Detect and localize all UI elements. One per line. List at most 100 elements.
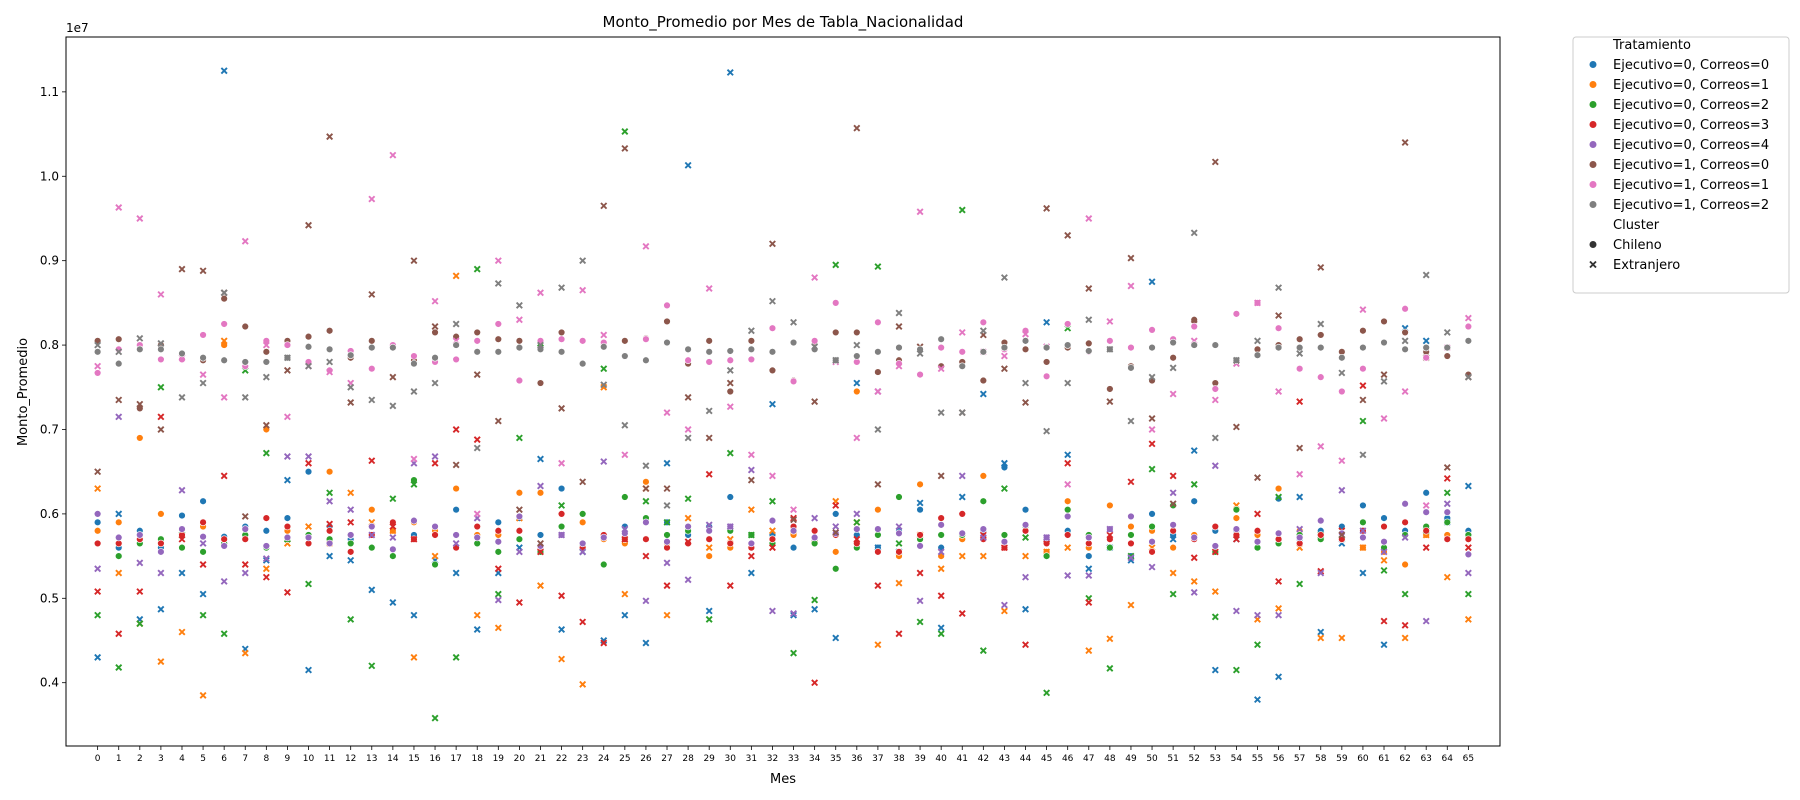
data-point-chileno bbox=[979, 318, 988, 326]
data-point-extranjero bbox=[1401, 388, 1409, 395]
data-point-extranjero bbox=[220, 577, 228, 585]
data-point-extranjero bbox=[1211, 588, 1219, 596]
data-point-extranjero bbox=[1211, 396, 1219, 404]
data-point-extranjero bbox=[1401, 337, 1409, 345]
data-point-extranjero bbox=[537, 548, 544, 556]
data-point-extranjero bbox=[1464, 590, 1472, 598]
data-point-extranjero bbox=[1317, 320, 1325, 328]
data-point-extranjero bbox=[726, 449, 734, 457]
data-point-extranjero bbox=[1380, 377, 1388, 385]
data-point-chileno bbox=[1021, 521, 1030, 529]
data-point-chileno bbox=[768, 366, 777, 375]
data-point-extranjero bbox=[832, 528, 840, 536]
data-point-extranjero bbox=[1317, 567, 1325, 575]
data-point-extranjero bbox=[1043, 534, 1051, 541]
data-point-chileno bbox=[157, 539, 165, 548]
data-point-chileno bbox=[832, 565, 840, 573]
data-point-chileno bbox=[1169, 501, 1177, 510]
data-point-extranjero bbox=[832, 634, 840, 642]
data-point-chileno bbox=[832, 548, 840, 556]
data-point-extranjero bbox=[1106, 398, 1114, 406]
data-point-extranjero bbox=[1464, 569, 1472, 577]
series-2 bbox=[93, 128, 1473, 722]
legend-marker bbox=[1588, 100, 1598, 109]
data-point-extranjero bbox=[1275, 611, 1283, 619]
data-point-chileno bbox=[578, 539, 587, 548]
data-point-chileno bbox=[115, 533, 123, 542]
data-point-chileno bbox=[810, 527, 819, 535]
data-point-extranjero bbox=[94, 588, 102, 596]
data-point-extranjero bbox=[705, 470, 713, 478]
data-point-extranjero bbox=[1148, 465, 1156, 473]
data-point-chileno bbox=[1127, 364, 1135, 372]
data-point-extranjero bbox=[747, 552, 755, 560]
data-point-chileno bbox=[1169, 521, 1177, 529]
data-point-extranjero bbox=[326, 520, 334, 528]
data-point-chileno bbox=[1127, 512, 1135, 521]
legend-marker bbox=[1588, 200, 1598, 209]
data-point-chileno bbox=[178, 349, 186, 358]
series-1 bbox=[93, 272, 1473, 699]
data-point-extranjero bbox=[747, 569, 755, 577]
data-point-extranjero bbox=[431, 379, 439, 387]
data-point-extranjero bbox=[1211, 548, 1219, 556]
data-point-extranjero bbox=[1085, 285, 1093, 292]
data-point-extranjero bbox=[1127, 254, 1135, 262]
data-point-extranjero bbox=[473, 444, 481, 452]
data-point-extranjero bbox=[1169, 535, 1177, 543]
data-point-extranjero bbox=[1275, 577, 1283, 585]
x-tick-label: 15 bbox=[408, 754, 419, 764]
x-tick-label: 20 bbox=[514, 754, 526, 764]
data-point-extranjero bbox=[1422, 617, 1430, 625]
data-point-chileno bbox=[515, 535, 524, 543]
data-point-extranjero bbox=[1296, 493, 1304, 501]
data-point-chileno bbox=[1021, 505, 1030, 514]
data-point-extranjero bbox=[1043, 427, 1051, 435]
data-point-extranjero bbox=[895, 539, 903, 547]
data-point-extranjero bbox=[874, 388, 882, 395]
data-point-chileno bbox=[1380, 538, 1388, 546]
data-point-extranjero bbox=[768, 400, 776, 408]
data-point-extranjero bbox=[790, 318, 798, 326]
data-point-chileno bbox=[1148, 548, 1156, 556]
data-point-extranjero bbox=[262, 555, 270, 563]
data-point-chileno bbox=[494, 548, 503, 556]
data-point-chileno bbox=[600, 343, 608, 351]
x-tick-label: 53 bbox=[1210, 754, 1221, 764]
data-point-extranjero bbox=[1401, 534, 1409, 541]
x-tick-label: 28 bbox=[682, 754, 694, 764]
data-point-chileno bbox=[916, 480, 924, 489]
data-point-chileno bbox=[1211, 341, 1220, 349]
data-point-extranjero bbox=[1359, 451, 1367, 459]
data-point-extranjero bbox=[1211, 666, 1219, 674]
data-point-extranjero bbox=[1169, 364, 1177, 372]
data-point-chileno bbox=[958, 510, 966, 518]
data-point-extranjero bbox=[979, 647, 987, 655]
data-point-chileno bbox=[1148, 538, 1156, 546]
data-point-extranjero bbox=[452, 272, 460, 280]
data-point-extranjero bbox=[684, 495, 692, 503]
data-point-chileno bbox=[220, 294, 228, 303]
x-tick-label: 63 bbox=[1420, 754, 1431, 764]
data-point-extranjero bbox=[811, 596, 819, 604]
data-point-chileno bbox=[895, 493, 903, 501]
data-point-extranjero bbox=[494, 565, 502, 573]
x-tick-label: 48 bbox=[1104, 754, 1116, 764]
data-point-chileno bbox=[304, 467, 313, 476]
data-point-extranjero bbox=[558, 655, 566, 663]
data-point-extranjero bbox=[1380, 371, 1388, 379]
data-point-chileno bbox=[93, 369, 102, 377]
data-point-chileno bbox=[452, 505, 460, 514]
data-point-extranjero bbox=[389, 534, 397, 541]
data-point-chileno bbox=[1401, 328, 1409, 337]
legend-entry: Ejecutivo=0, Correos=2 bbox=[1613, 98, 1769, 113]
data-point-chileno bbox=[93, 518, 102, 527]
x-tick-label: 31 bbox=[746, 754, 757, 764]
data-point-extranjero bbox=[1254, 611, 1261, 619]
data-point-extranjero bbox=[1232, 356, 1240, 364]
data-point-extranjero bbox=[874, 582, 882, 590]
x-tick-label: 7 bbox=[242, 754, 248, 764]
data-point-chileno bbox=[1317, 531, 1325, 539]
data-point-chileno bbox=[1127, 522, 1135, 531]
legend-marker bbox=[1588, 160, 1598, 169]
